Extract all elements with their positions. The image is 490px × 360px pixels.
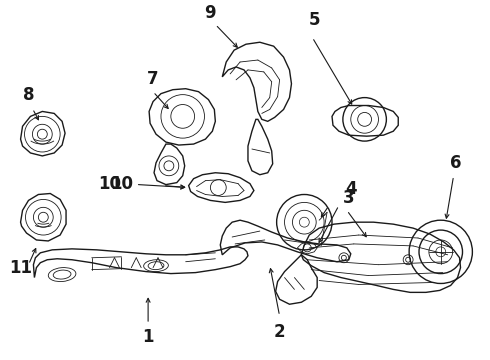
- Text: 9: 9: [205, 4, 216, 22]
- Text: 5: 5: [309, 12, 320, 30]
- Text: 8: 8: [23, 86, 34, 104]
- Text: 4: 4: [345, 180, 357, 198]
- Text: 6: 6: [450, 154, 462, 172]
- Text: 10: 10: [98, 175, 121, 193]
- Text: 7: 7: [147, 70, 159, 88]
- Text: 2: 2: [274, 323, 285, 341]
- Text: 11: 11: [9, 258, 32, 276]
- Text: 1: 1: [143, 328, 154, 346]
- Text: 3: 3: [343, 189, 355, 207]
- Text: 10: 10: [110, 175, 185, 193]
